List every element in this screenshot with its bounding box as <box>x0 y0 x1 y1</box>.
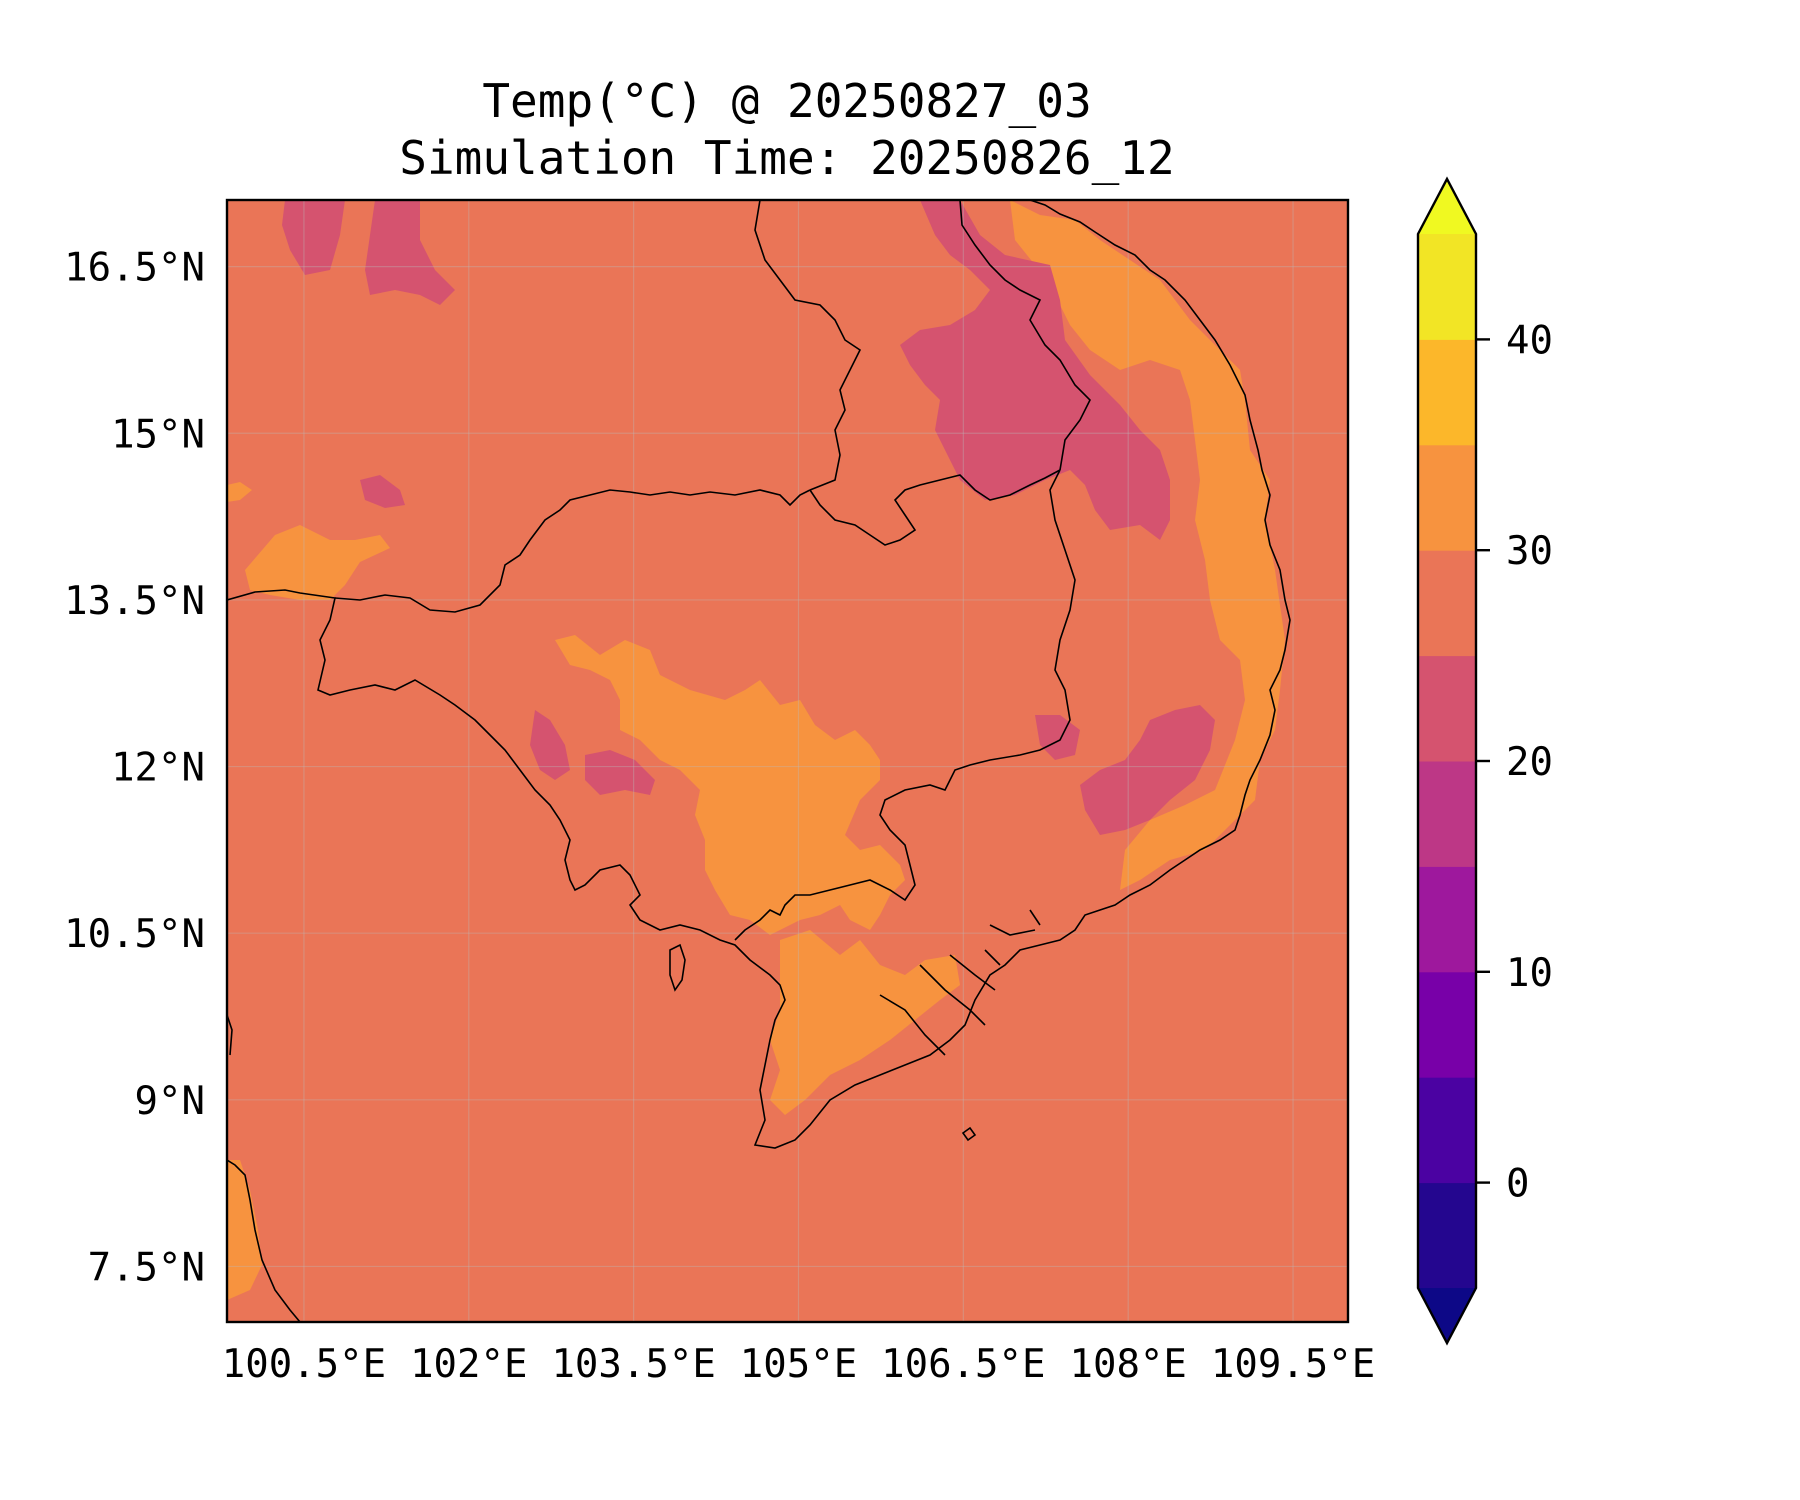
title-line-1: Temp(°C) @ 20250827_03 <box>482 74 1091 128</box>
longitude-tick-label: 105°E <box>740 1342 857 1387</box>
colorbar-band <box>1418 1077 1476 1184</box>
gridlines <box>227 200 1348 1322</box>
colorbar-tick-label: 10 <box>1506 951 1553 996</box>
border-laos-thailand <box>754 200 862 491</box>
cool-zone-north-2 <box>365 200 455 305</box>
island-con-dao <box>961 1126 977 1142</box>
colorbar-outline <box>1416 176 1478 1346</box>
latitude-tick-label: 7.5°N <box>88 1245 205 1290</box>
coastline-west-edge <box>227 1014 233 1056</box>
cool-zone-west-cambodia <box>530 710 570 780</box>
longitude-tick-labels: 100.5°E 102°E 103.5°E 105°E 106.5°E 108°E 109.… <box>222 1342 1375 1387</box>
mekong-delta-channels <box>879 909 1041 1056</box>
colorbar-under-arrow <box>1418 1288 1476 1343</box>
coastline-west <box>227 200 1291 1149</box>
warm-zone-mekong-delta <box>770 930 960 1115</box>
map-panel: 100.5°E 102°E 103.5°E 105°E 106.5°E 108°E 109.… <box>64 198 1375 1387</box>
colorbar: 0 10 20 30 40 <box>1416 176 1553 1346</box>
colorbar-tick-label: 0 <box>1506 1162 1529 1207</box>
latitude-tick-label: 15°N <box>111 412 205 457</box>
colorbar-band <box>1418 550 1476 657</box>
colorbar-band <box>1418 339 1476 446</box>
colorbar-over-arrow <box>1418 179 1476 234</box>
warm-zone-vietnam-coast <box>1010 200 1285 890</box>
latitude-tick-label: 10.5°N <box>64 912 205 957</box>
latitude-tick-label: 16.5°N <box>64 246 205 291</box>
cool-zone-west-thailand <box>360 475 405 508</box>
temperature-contours <box>227 200 1285 1300</box>
colorbar-tick-label: 40 <box>1506 318 1553 363</box>
latitude-tick-label: 9°N <box>135 1079 205 1124</box>
border-laos-vietnam <box>959 200 1091 471</box>
latitude-tick-label: 13.5°N <box>64 579 205 624</box>
coastline-southwest-malaysia <box>227 1159 301 1322</box>
longitude-tick-label: 109.5°E <box>1211 1342 1375 1387</box>
colorbar-ticks: 0 10 20 30 40 <box>1476 318 1553 1207</box>
cool-zone-central-highlands <box>1080 705 1215 835</box>
colorbar-band <box>1418 655 1476 762</box>
colorbar-band <box>1418 234 1476 340</box>
latitude-tick-label: 12°N <box>111 746 205 791</box>
border-cambodia-vietnam <box>734 469 1076 941</box>
latitude-tick-labels: 16.5°N 15°N 13.5°N 12°N 10.5°N 9°N 7.5°N <box>64 246 205 1291</box>
longitude-tick-label: 100.5°E <box>222 1342 386 1387</box>
island-phu-quoc <box>669 943 686 992</box>
longitude-tick-label: 102°E <box>410 1342 527 1387</box>
colorbar-band <box>1418 444 1476 551</box>
title-line-2: Simulation Time: 20250826_12 <box>399 131 1174 185</box>
colorbar-band <box>1418 1182 1476 1289</box>
colorbar-tick-label: 20 <box>1506 740 1553 785</box>
cool-zone-south-cambodia <box>585 750 655 795</box>
warm-zone-central-cambodia <box>555 635 905 935</box>
longitude-tick-label: 108°E <box>1069 1342 1186 1387</box>
border-thailand-cambodia <box>334 489 811 613</box>
warm-zone-west-edge <box>227 482 252 502</box>
cool-zone-laos-east <box>900 200 1170 540</box>
map-frame <box>225 198 1350 1324</box>
cool-zone-north-1 <box>282 200 345 275</box>
cool-zone-east-cambodia <box>1035 715 1080 760</box>
warm-zone-southwest-coast <box>227 1160 262 1300</box>
longitude-tick-label: 106.5°E <box>881 1342 1045 1387</box>
colorbar-band <box>1418 761 1476 867</box>
border-laos-cambodia <box>809 469 1061 546</box>
colorbar-tick-label: 30 <box>1506 529 1553 574</box>
longitude-tick-label: 103.5°E <box>551 1342 715 1387</box>
coastlines-borders <box>227 200 1291 1322</box>
colorbar-band <box>1418 971 1476 1078</box>
warm-zone-northwest <box>245 525 390 600</box>
colorbar-bands <box>1418 234 1476 1289</box>
colorbar-band <box>1418 866 1476 973</box>
